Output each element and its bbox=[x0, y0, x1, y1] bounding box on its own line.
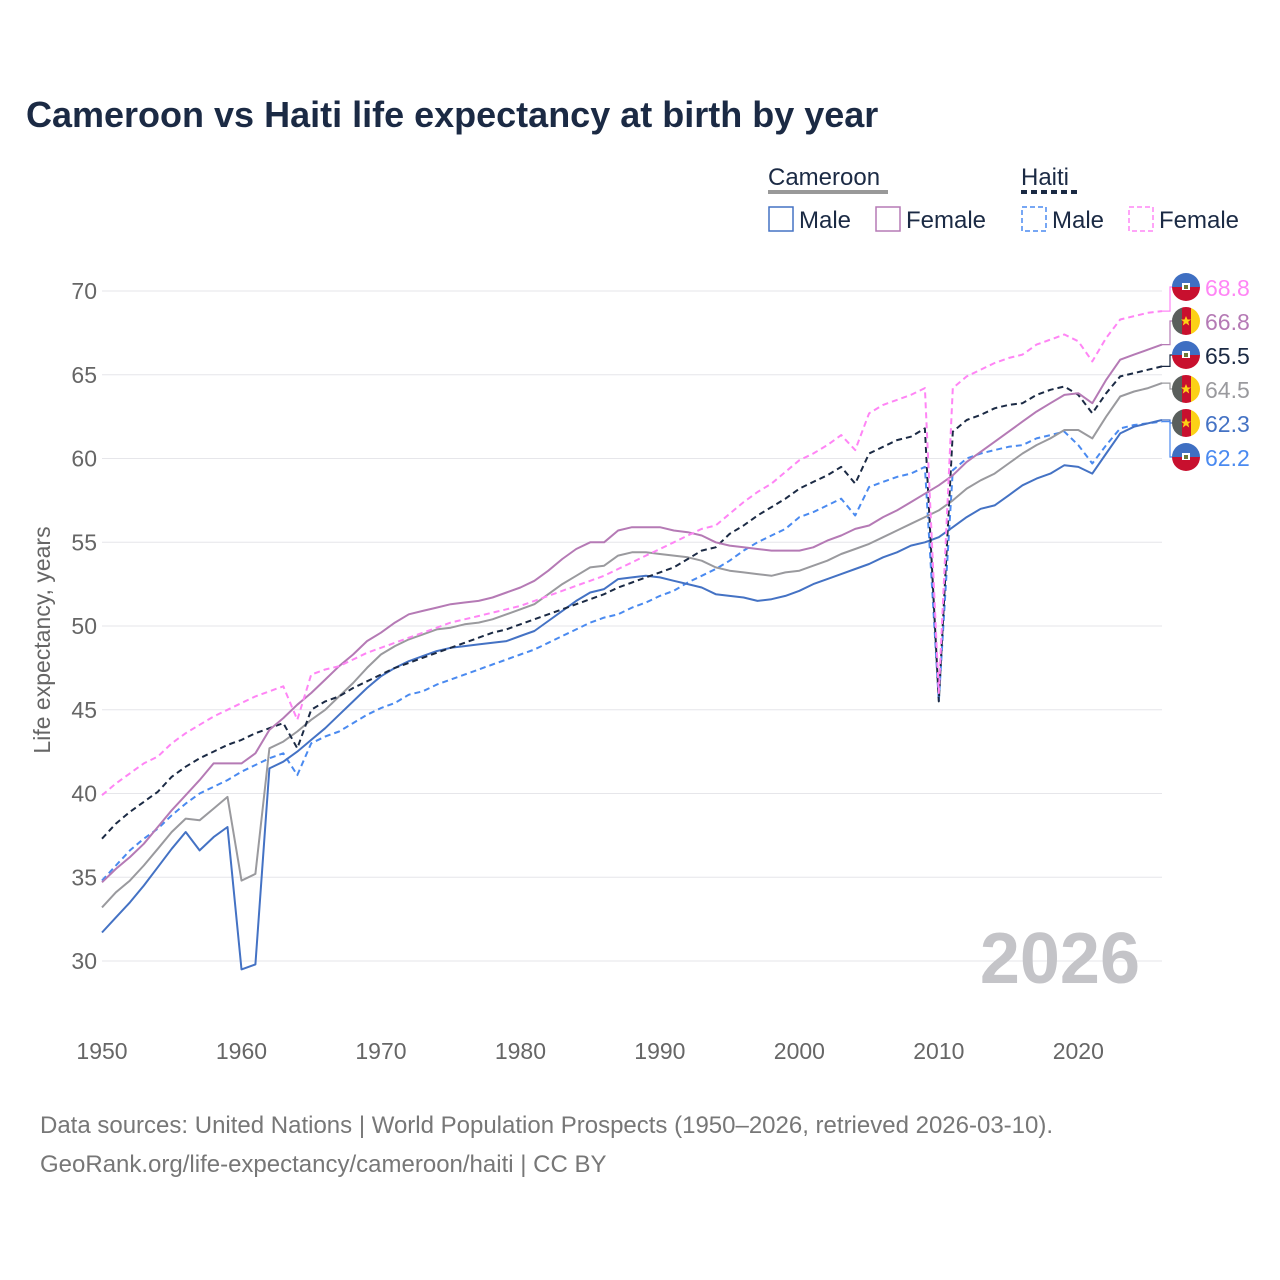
flag-cameroon-icon bbox=[1172, 409, 1200, 437]
end-value-label: 62.3 bbox=[1205, 411, 1250, 437]
y-axis-label: Life expectancy, years bbox=[29, 526, 55, 753]
end-value-label: 68.8 bbox=[1205, 275, 1250, 301]
legend-item-haiti-male[interactable]: Male bbox=[1052, 207, 1104, 234]
flag-stripe bbox=[1191, 307, 1200, 335]
y-tick-label: 70 bbox=[71, 278, 97, 304]
end-value-label: 66.8 bbox=[1205, 309, 1250, 335]
series-line-haiti-female bbox=[101, 310, 1163, 796]
y-tick-label: 60 bbox=[71, 446, 97, 472]
legend-item-cameroon-male[interactable]: Male bbox=[799, 207, 851, 234]
end-label-connector bbox=[1162, 286, 1174, 312]
x-tick-label: 2000 bbox=[774, 1038, 825, 1064]
series-line-haiti-male bbox=[101, 420, 1163, 882]
flag-body bbox=[1172, 443, 1200, 471]
flag-star bbox=[1181, 418, 1191, 428]
flag-body bbox=[1172, 341, 1200, 369]
end-label-connector bbox=[1162, 421, 1174, 458]
flag-stripe bbox=[1172, 355, 1200, 369]
flag-stripe bbox=[1172, 409, 1182, 437]
flag-body bbox=[1172, 409, 1200, 437]
flag-stripe bbox=[1191, 409, 1200, 437]
flag-stripe bbox=[1172, 273, 1200, 287]
end-value-label: 62.2 bbox=[1205, 445, 1250, 471]
y-tick-label: 50 bbox=[71, 613, 97, 639]
legend-swatch-haiti-female bbox=[1128, 206, 1154, 232]
legend-swatch-haiti-male bbox=[1021, 206, 1047, 232]
series-line-cameroon bbox=[101, 382, 1163, 909]
flag-stripe bbox=[1172, 341, 1200, 355]
flag-emblem-detail bbox=[1184, 455, 1188, 459]
legend: Cameroon Male Female Haiti Male Female bbox=[768, 164, 1239, 234]
x-tick-label: 1980 bbox=[495, 1038, 546, 1064]
flag-body bbox=[1172, 375, 1200, 403]
flag-stripe bbox=[1172, 307, 1182, 335]
source-line: Data sources: United Nations | World Pop… bbox=[40, 1112, 1054, 1139]
y-tick-label: 45 bbox=[71, 697, 97, 723]
flag-star bbox=[1181, 384, 1191, 394]
x-tick-label: 2020 bbox=[1053, 1038, 1104, 1064]
flag-body bbox=[1172, 273, 1200, 301]
series-line-cameroon-male bbox=[101, 419, 1163, 971]
flag-stripe bbox=[1172, 375, 1182, 403]
flag-stripe bbox=[1191, 375, 1200, 403]
x-tick-label: 1970 bbox=[355, 1038, 406, 1064]
legend-group-haiti: Haiti bbox=[1021, 164, 1069, 191]
legend-item-haiti-female[interactable]: Female bbox=[1159, 207, 1239, 234]
end-label-connector bbox=[1162, 320, 1174, 346]
y-tick-label: 35 bbox=[71, 864, 97, 890]
legend-swatch-cameroon-female bbox=[875, 206, 901, 232]
legend-item-cameroon-female[interactable]: Female bbox=[906, 207, 986, 234]
chart-title: Cameroon vs Haiti life expectancy at bir… bbox=[26, 94, 879, 135]
x-tick-label: 1990 bbox=[634, 1038, 685, 1064]
year-watermark: 2026 bbox=[980, 919, 1140, 999]
flag-haiti-icon bbox=[1172, 273, 1200, 301]
y-tick-label: 65 bbox=[71, 362, 97, 388]
legend-swatch-cameroon-male bbox=[768, 206, 794, 232]
y-tick-label: 30 bbox=[71, 948, 97, 974]
flag-emblem-detail bbox=[1184, 285, 1188, 289]
flag-stripe bbox=[1172, 457, 1200, 471]
x-tick-label: 1960 bbox=[216, 1038, 267, 1064]
flag-cameroon-icon bbox=[1172, 307, 1200, 335]
legend-group-cameroon: Cameroon bbox=[768, 164, 880, 191]
series-line-cameroon-female bbox=[101, 343, 1163, 884]
flag-haiti-icon bbox=[1172, 443, 1200, 471]
flag-stripe bbox=[1172, 443, 1200, 457]
x-tick-label: 1950 bbox=[76, 1038, 127, 1064]
end-value-label: 65.5 bbox=[1205, 343, 1250, 369]
flag-stripe bbox=[1172, 287, 1200, 301]
source-note: Data sources: United Nations | World Pop… bbox=[40, 1106, 1053, 1184]
flag-star bbox=[1181, 316, 1191, 326]
flag-haiti-icon bbox=[1172, 341, 1200, 369]
flag-body bbox=[1172, 307, 1200, 335]
flag-emblem-detail bbox=[1184, 353, 1188, 357]
x-tick-label: 2010 bbox=[913, 1038, 964, 1064]
series-line-haiti bbox=[101, 365, 1163, 840]
flag-cameroon-icon bbox=[1172, 375, 1200, 403]
y-tick-label: 55 bbox=[71, 529, 97, 555]
end-value-label: 64.5 bbox=[1205, 377, 1250, 403]
y-tick-label: 40 bbox=[71, 781, 97, 807]
source-url[interactable]: GeoRank.org/life-expectancy/cameroon/hai… bbox=[40, 1151, 607, 1178]
